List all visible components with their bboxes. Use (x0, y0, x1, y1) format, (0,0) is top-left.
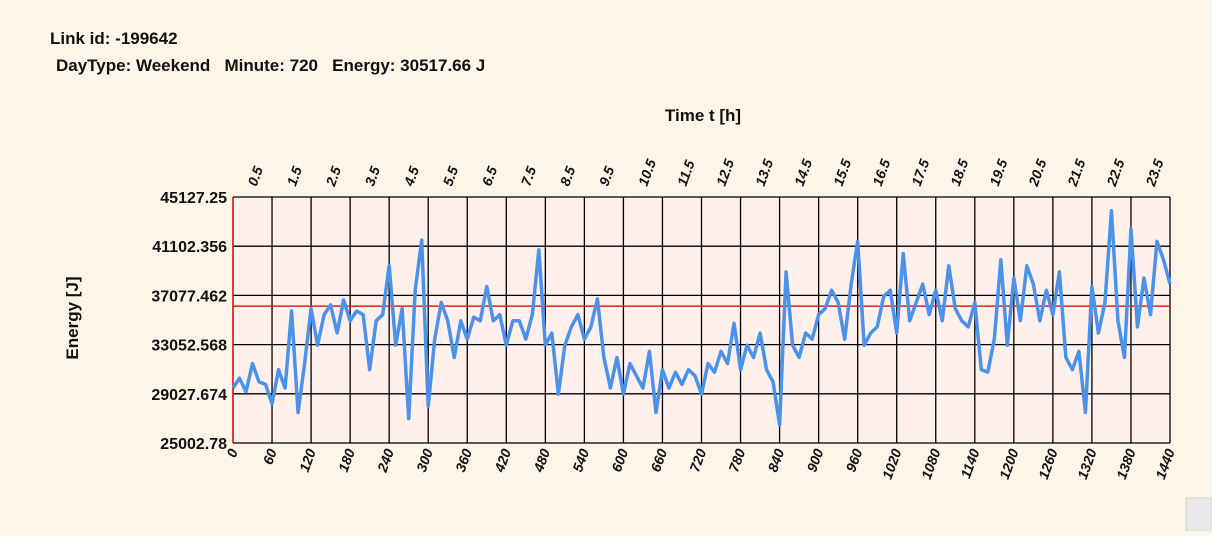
x-tick-label: 480 (530, 446, 553, 475)
data-line (231, 209, 1172, 427)
x-tick-label: 1140 (957, 446, 982, 480)
x2-axis-title: Time t [h] (665, 106, 741, 125)
x-tick-label: 600 (608, 446, 631, 474)
x2-tick-label: 12.5 (713, 157, 737, 188)
x2-tick-label: 6.5 (479, 164, 501, 188)
x2-tick-label: 5.5 (440, 164, 462, 188)
x2-tick-label: 22.5 (1103, 157, 1128, 189)
y-tick-label: 29027.674 (151, 387, 227, 404)
x-tick-label: 960 (842, 446, 865, 474)
x2-tick-label: 15.5 (830, 157, 854, 188)
x2-tick-label: 1.5 (283, 164, 305, 188)
x-tick-label: 420 (491, 446, 514, 475)
x-tick-label: 240 (374, 446, 397, 475)
x-tick-label: 1440 (1152, 446, 1178, 481)
x2-tick-label: 21.5 (1064, 157, 1089, 189)
x2-tick-label: 2.5 (322, 164, 344, 189)
x-tick-label: 780 (725, 446, 748, 474)
x-tick-label: 60 (259, 446, 279, 466)
y-tick-label: 33052.568 (151, 338, 227, 355)
x-tick-label: 120 (296, 446, 319, 474)
link-id: Link id: -199642 (50, 29, 178, 48)
x2-tick-label: 19.5 (986, 157, 1010, 188)
x-tick-label: 1020 (879, 446, 905, 481)
x-tick-label: 1320 (1074, 446, 1100, 481)
x-tick-label: 720 (686, 446, 709, 474)
x2-tick-label: 23.5 (1142, 157, 1167, 189)
x2-tick-label: 14.5 (791, 157, 815, 188)
x2-tick-label: 13.5 (752, 157, 776, 188)
x2-tick-label: 9.5 (596, 164, 618, 188)
x-tick-label: 180 (335, 446, 358, 474)
corner-box (1185, 497, 1212, 532)
x-tick-label: 660 (647, 446, 670, 474)
x-tick-label: 1080 (918, 446, 944, 481)
x2-tick-label: 17.5 (908, 157, 932, 188)
x2-tick-label: 8.5 (557, 164, 579, 188)
x2-tick-label: 16.5 (869, 157, 893, 188)
y-axis-title: Energy [J] (63, 276, 82, 359)
x-tick-label: 540 (569, 446, 592, 474)
x2-tick-label: 20.5 (1025, 157, 1050, 189)
info-line: DayType: Weekend Minute: 720 Energy: 305… (56, 56, 485, 75)
y-tick-label: 45127.25 (160, 190, 227, 207)
x-tick-label: 900 (803, 446, 826, 474)
x-tick-label: 300 (413, 446, 436, 474)
x-tick-label: 360 (452, 446, 475, 474)
x2-tick-label: 18.5 (947, 157, 971, 188)
y-tick-label: 25002.78 (160, 436, 227, 453)
y-tick-label: 41102.356 (152, 239, 227, 256)
x2-tick-label: 3.5 (361, 164, 383, 188)
x2-tick-label: 7.5 (518, 164, 540, 188)
x2-tick-label: 4.5 (400, 164, 422, 189)
x-tick-label: 1380 (1113, 446, 1139, 481)
x-tick-label: 1200 (996, 446, 1022, 481)
x-tick-label: 840 (764, 446, 787, 474)
x-tick-label: 1260 (1035, 446, 1061, 481)
x2-tick-label: 0.5 (244, 164, 266, 188)
y-tick-label: 37077.462 (151, 288, 227, 305)
x-tick-label: 0 (223, 446, 241, 459)
x2-tick-label: 11.5 (674, 158, 698, 188)
x2-tick-label: 10.5 (635, 157, 659, 188)
